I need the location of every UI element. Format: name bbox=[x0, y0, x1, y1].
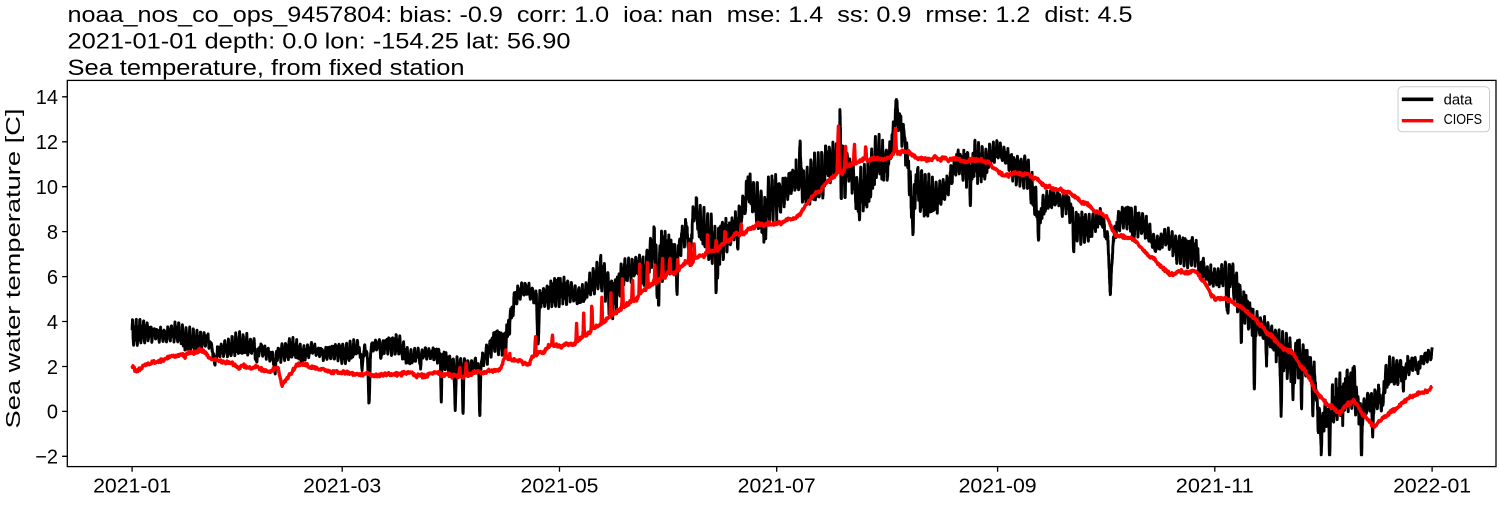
svg-text:2021-09: 2021-09 bbox=[959, 475, 1037, 497]
svg-text:−2: −2 bbox=[35, 447, 58, 469]
svg-text:data: data bbox=[1444, 93, 1474, 109]
svg-text:2021-11: 2021-11 bbox=[1176, 475, 1254, 497]
svg-text:2022-01: 2022-01 bbox=[1393, 475, 1471, 497]
svg-text:12: 12 bbox=[36, 132, 58, 154]
svg-text:2021-01: 2021-01 bbox=[93, 475, 171, 497]
svg-text:4: 4 bbox=[47, 312, 58, 334]
svg-text:8: 8 bbox=[47, 222, 58, 244]
svg-text:6: 6 bbox=[47, 267, 58, 289]
svg-text:2021-01-01 depth: 0.0 lon: -15: 2021-01-01 depth: 0.0 lon: -154.25 lat: … bbox=[68, 29, 571, 54]
svg-text:0: 0 bbox=[47, 402, 58, 424]
svg-text:CIOFS: CIOFS bbox=[1444, 112, 1483, 128]
svg-text:noaa_nos_co_ops_9457804: bias:: noaa_nos_co_ops_9457804: bias: -0.9 corr… bbox=[68, 2, 1133, 27]
svg-text:2021-07: 2021-07 bbox=[738, 475, 816, 497]
svg-text:2021-03: 2021-03 bbox=[303, 475, 381, 497]
svg-text:2: 2 bbox=[47, 357, 58, 379]
svg-text:10: 10 bbox=[36, 177, 58, 199]
svg-text:Sea temperature, from fixed st: Sea temperature, from fixed station bbox=[68, 55, 465, 80]
svg-text:Sea water temperature [C]: Sea water temperature [C] bbox=[3, 109, 25, 429]
svg-text:2021-05: 2021-05 bbox=[521, 475, 599, 497]
svg-text:14: 14 bbox=[36, 87, 58, 109]
